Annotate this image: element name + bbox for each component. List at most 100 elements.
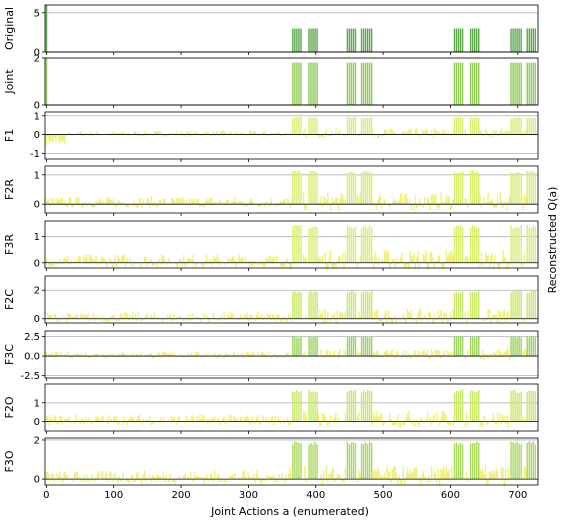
bar: [249, 262, 251, 268]
bar: [407, 203, 410, 205]
bar: [375, 309, 378, 319]
bar: [333, 416, 336, 422]
panel-label: F2R: [3, 179, 16, 200]
bar: [223, 130, 225, 135]
bar: [332, 134, 334, 136]
bar: [218, 318, 220, 322]
bar: [188, 419, 190, 422]
bar: [464, 421, 466, 428]
bar: [402, 466, 405, 480]
bar: [193, 198, 196, 205]
bar: [417, 204, 419, 207]
bar: [332, 467, 334, 480]
bar: [281, 318, 283, 321]
bar: [137, 131, 139, 135]
bar: [222, 417, 224, 422]
bar: [258, 134, 260, 136]
bar: [503, 479, 506, 487]
bar: [492, 412, 495, 422]
bar: [430, 252, 433, 263]
bar: [292, 118, 294, 135]
bar: [398, 354, 400, 357]
bar: [532, 62, 534, 105]
bar: [104, 470, 107, 480]
bar: [424, 130, 426, 135]
bar: [166, 261, 169, 263]
bar: [177, 477, 180, 480]
bar: [115, 262, 118, 268]
bar: [98, 316, 100, 319]
bar: [180, 354, 182, 357]
bar: [265, 417, 267, 422]
bar: [528, 227, 530, 263]
bar: [108, 318, 111, 321]
bar: [55, 416, 57, 422]
bar: [406, 413, 409, 422]
bar: [261, 479, 263, 484]
bar: [534, 117, 537, 135]
bar: [53, 260, 56, 263]
y-tick-label: 0: [34, 200, 40, 211]
bar: [228, 476, 231, 480]
bar: [269, 313, 271, 319]
bar: [134, 313, 136, 319]
bar: [526, 118, 528, 135]
bar: [350, 171, 353, 205]
bar: [75, 197, 77, 205]
bar: [102, 353, 104, 357]
bar: [274, 479, 277, 482]
bar: [457, 391, 460, 422]
bar: [516, 226, 518, 263]
bar: [176, 421, 178, 426]
bar: [389, 262, 391, 269]
bar: [226, 353, 228, 357]
bar: [262, 415, 264, 422]
bar: [418, 476, 421, 480]
bar: [302, 192, 305, 205]
bar: [426, 130, 429, 135]
bar: [203, 204, 205, 209]
bar: [378, 196, 380, 205]
bar: [135, 318, 138, 321]
bar: [385, 352, 387, 357]
bar: [512, 442, 514, 480]
bar: [346, 173, 349, 205]
bar: [507, 311, 510, 319]
bar: [207, 262, 209, 266]
bar: [192, 134, 194, 136]
bar: [371, 421, 374, 427]
bar: [83, 356, 85, 358]
bar: [516, 441, 518, 480]
bar: [409, 313, 411, 319]
bar: [141, 134, 143, 136]
bar: [461, 117, 464, 135]
bar: [358, 198, 360, 205]
bar: [197, 476, 200, 480]
bar: [461, 171, 464, 205]
bar: [514, 28, 516, 52]
bar: [277, 313, 279, 319]
bar: [449, 312, 452, 319]
bar: [193, 356, 196, 358]
bar: [296, 293, 298, 319]
bar: [257, 474, 259, 480]
bar: [169, 353, 171, 357]
bar: [428, 356, 430, 359]
bar: [296, 337, 298, 357]
bar: [407, 129, 410, 135]
bar: [430, 130, 433, 135]
bar: [418, 134, 421, 138]
bar: [486, 354, 488, 357]
bar: [534, 62, 537, 105]
bar: [49, 315, 52, 319]
bar: [445, 466, 448, 480]
bar: [187, 476, 189, 480]
bar: [172, 417, 174, 422]
bar: [193, 130, 196, 135]
bar: [487, 479, 489, 484]
bar: [414, 128, 417, 135]
bar: [46, 415, 49, 422]
bar: [49, 416, 52, 422]
bar: [459, 225, 462, 263]
bar: [480, 356, 483, 360]
